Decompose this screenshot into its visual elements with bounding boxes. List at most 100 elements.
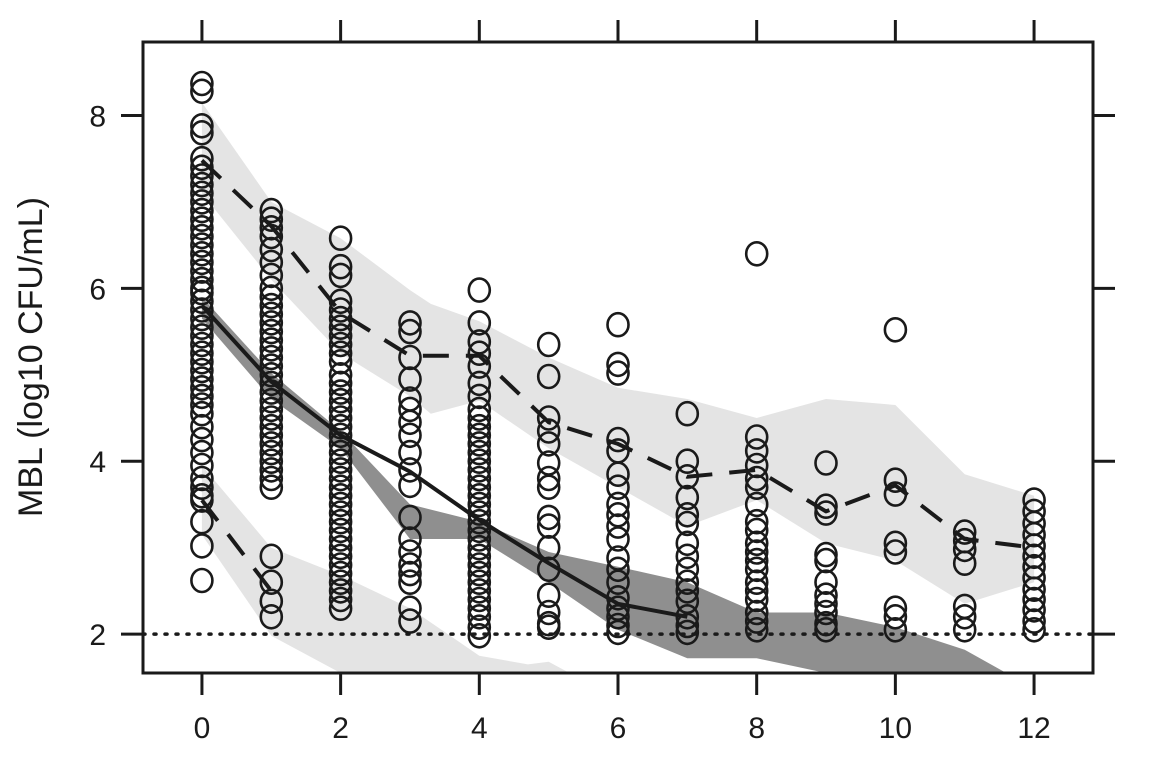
data-point bbox=[744, 530, 769, 557]
data-point bbox=[467, 448, 492, 475]
data-point bbox=[328, 348, 353, 375]
data-point bbox=[675, 578, 700, 604]
data-point bbox=[259, 474, 284, 501]
data-point bbox=[328, 457, 353, 483]
data-point bbox=[259, 301, 284, 328]
data-point bbox=[259, 206, 284, 232]
data-point bbox=[952, 536, 977, 563]
data-point bbox=[398, 344, 422, 371]
data-point bbox=[675, 603, 700, 630]
data-point bbox=[606, 360, 630, 386]
data-point bbox=[328, 225, 353, 251]
data-point bbox=[1022, 597, 1046, 623]
data-point bbox=[190, 163, 214, 189]
data-point bbox=[190, 297, 214, 323]
data-point bbox=[536, 405, 561, 431]
data-point bbox=[536, 418, 561, 444]
data-point bbox=[467, 603, 492, 630]
data-point bbox=[398, 422, 422, 449]
data-point bbox=[606, 612, 630, 639]
data-point bbox=[467, 500, 492, 526]
y-tick-label: 2 bbox=[89, 619, 106, 652]
data-point bbox=[328, 508, 353, 535]
data-point bbox=[467, 353, 492, 379]
data-point bbox=[190, 348, 214, 375]
data-point bbox=[744, 586, 769, 613]
data-point bbox=[190, 413, 214, 440]
data-point bbox=[259, 457, 284, 483]
data-point bbox=[814, 450, 838, 476]
data-point bbox=[467, 552, 492, 578]
data-point bbox=[536, 465, 561, 492]
data-point bbox=[1022, 616, 1046, 643]
data-point bbox=[814, 590, 838, 617]
data-point bbox=[536, 431, 561, 457]
data-point bbox=[328, 331, 353, 358]
data-point bbox=[675, 569, 700, 596]
data-point bbox=[536, 513, 561, 539]
data-point bbox=[467, 482, 492, 509]
data-point bbox=[675, 530, 700, 557]
data-point bbox=[467, 595, 492, 622]
data-point bbox=[328, 474, 353, 501]
data-point bbox=[190, 567, 214, 594]
data-point bbox=[744, 465, 769, 492]
data-point bbox=[190, 249, 214, 276]
data-point bbox=[259, 310, 284, 336]
data-point bbox=[190, 439, 214, 466]
data-point bbox=[744, 491, 769, 518]
data-point bbox=[398, 595, 422, 622]
data-point bbox=[190, 288, 214, 315]
data-point bbox=[814, 616, 838, 643]
dashed-line-1 bbox=[200, 158, 1035, 550]
data-point bbox=[190, 487, 214, 513]
data-point bbox=[675, 448, 700, 475]
data-point bbox=[259, 448, 284, 475]
data-point bbox=[675, 510, 700, 537]
data-point bbox=[744, 539, 769, 565]
data-point bbox=[328, 552, 353, 578]
y-tick-label: 6 bbox=[89, 273, 106, 306]
data-point bbox=[190, 533, 214, 559]
data-point bbox=[467, 340, 492, 367]
data-point bbox=[328, 526, 353, 552]
data-point bbox=[744, 508, 769, 535]
data-point bbox=[744, 569, 769, 596]
data-point bbox=[606, 603, 630, 630]
data-point bbox=[328, 448, 353, 475]
data-point bbox=[467, 370, 492, 397]
data-point bbox=[675, 556, 700, 583]
data-point bbox=[328, 431, 353, 457]
data-point bbox=[190, 426, 214, 453]
x-tick-label: 10 bbox=[879, 712, 912, 745]
data-point bbox=[675, 463, 700, 490]
data-point bbox=[190, 189, 214, 215]
data-point bbox=[190, 383, 214, 410]
data-point bbox=[259, 465, 284, 492]
data-point bbox=[1022, 521, 1046, 548]
data-point bbox=[259, 422, 284, 449]
data-point bbox=[398, 396, 422, 423]
data-point bbox=[883, 481, 908, 507]
data-point bbox=[190, 366, 214, 392]
data-point bbox=[606, 351, 630, 378]
data-point bbox=[814, 500, 838, 526]
data-point bbox=[190, 305, 214, 332]
data-point bbox=[744, 556, 769, 583]
data-point bbox=[328, 288, 353, 315]
data-point bbox=[744, 599, 769, 626]
data-point bbox=[328, 323, 353, 349]
data-point bbox=[467, 614, 492, 641]
data-point bbox=[328, 370, 353, 397]
data-point bbox=[190, 232, 214, 258]
data-point bbox=[328, 340, 353, 367]
data-point bbox=[467, 560, 492, 587]
data-point bbox=[467, 422, 492, 449]
band-lower bbox=[201, 465, 570, 673]
data-point bbox=[814, 541, 838, 568]
data-point bbox=[190, 171, 214, 198]
data-point bbox=[190, 206, 214, 232]
data-point bbox=[536, 582, 561, 609]
data-point bbox=[467, 310, 492, 336]
